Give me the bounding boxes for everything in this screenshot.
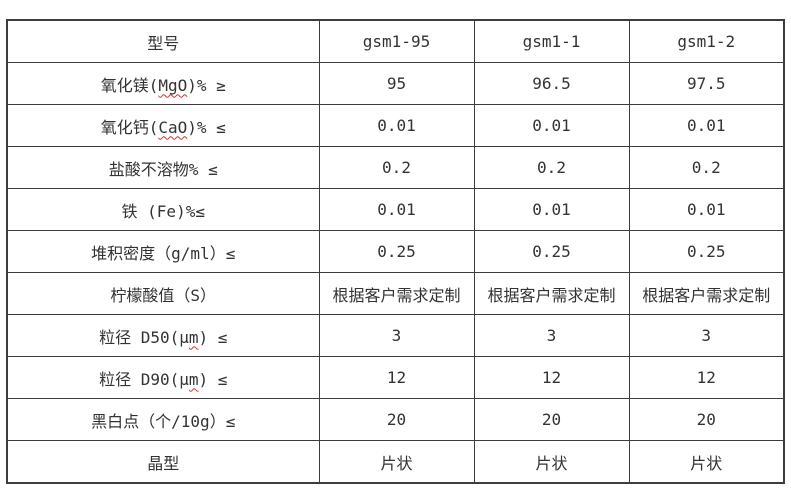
misspelled-term: MgO [158,75,188,95]
model-name-cell: gsm1-1 [473,19,630,63]
value-cell: 0.2 [473,146,630,189]
model-header-cell: 型号 [6,19,320,63]
value-cell: 12 [473,356,630,399]
label-text: ) ≤ [198,327,228,347]
value-cell: 96.5 [473,62,630,105]
value-cell: 0.2 [628,146,785,189]
table-row: 堆积密度（g/ml）≤ 0.25 0.25 0.25 [6,230,785,273]
value-cell: 0.01 [318,104,475,147]
misspelled-term: m [188,327,199,347]
value-cell: 0.25 [473,230,630,273]
value-cell: 0.01 [628,104,785,147]
misspelled-term: m [188,369,199,389]
row-label-cell: 晶型 [6,440,320,484]
label-text: )% ≤ [187,117,226,137]
value-cell: 20 [318,398,475,441]
table-row: 粒径 D90(μm) ≤12 12 12 [6,356,785,399]
label-text: 粒径 D50(μ [99,327,189,347]
table-row: 晶型 片状 片状 片状 [6,440,785,484]
value-cell: 97.5 [628,62,785,105]
value-cell: 3 [473,314,630,357]
value-cell: 根据客户需求定制 [628,272,785,315]
label-text: 铁 (Fe)%≤ [121,201,205,221]
row-label-cell: 堆积密度（g/ml）≤ [6,230,320,273]
label-text: ) ≤ [198,369,228,389]
row-label-cell: 粒径 D50(μm) ≤ [6,314,320,357]
table-row: 盐酸不溶物% ≤0.2 0.2 0.2 [6,146,785,189]
value-cell: 片状 [628,440,785,484]
label-text: 晶型 [147,453,180,473]
label-text: 盐酸不溶物% ≤ [108,159,218,179]
label-text: 粒径 D90(μ [99,369,189,389]
row-label-cell: 氧化镁(MgO)% ≥ [6,62,320,105]
value-cell: 3 [318,314,475,357]
value-cell: 12 [628,356,785,399]
row-label-cell: 氧化钙(CaO)% ≤ [6,104,320,147]
value-cell: 12 [318,356,475,399]
row-label-cell: 铁 (Fe)%≤ [6,188,320,231]
value-cell: 0.01 [473,188,630,231]
value-cell: 95 [318,62,475,105]
value-cell: 3 [628,314,785,357]
value-cell: 0.25 [628,230,785,273]
row-label-cell: 黑白点（个/10g）≤ [6,398,320,441]
row-label-cell: 粒径 D90(μm) ≤ [6,356,320,399]
table-row: 氧化镁(MgO)% ≥95 96.5 97.5 [6,62,785,105]
value-cell: 0.01 [318,188,475,231]
table-row: 粒径 D50(μm) ≤3 3 3 [6,314,785,357]
value-cell: 根据客户需求定制 [473,272,630,315]
label-text: 堆积密度（g/ml）≤ [91,243,236,263]
row-label-cell: 柠檬酸值（S） [6,272,320,315]
table-row: 柠檬酸值（S） 根据客户需求定制 根据客户需求定制 根据客户需求定制 [6,272,785,315]
header-row: 型号 gsm1-95 gsm1-1 gsm1-2 [6,19,785,63]
table-row: 黑白点（个/10g）≤ 20 20 20 [6,398,785,441]
misspelled-term: CaO [158,117,188,137]
label-text: 型号 [147,33,180,53]
row-label-cell: 盐酸不溶物% ≤ [6,146,320,189]
label-text: 氧化钙( [100,117,159,137]
spec-table-body: 型号 gsm1-95 gsm1-1 gsm1-2 氧化镁(MgO)% ≥95 96.5 97… [6,19,785,484]
label-text: 黑白点（个/10g）≤ [91,411,236,431]
value-cell: 0.25 [318,230,475,273]
table-row: 氧化钙(CaO)% ≤0.01 0.01 0.01 [6,104,785,147]
model-name-cell: gsm1-95 [318,19,475,63]
value-cell: 0.01 [473,104,630,147]
value-cell: 20 [473,398,630,441]
value-cell: 片状 [318,440,475,484]
label-text: )% ≥ [187,75,226,95]
value-cell: 20 [628,398,785,441]
value-cell: 片状 [473,440,630,484]
value-cell: 根据客户需求定制 [318,272,475,315]
table-row: 铁 (Fe)%≤ 0.01 0.01 0.01 [6,188,785,231]
value-cell: 0.2 [318,146,475,189]
label-text: 氧化镁( [100,75,159,95]
value-cell: 0.01 [628,188,785,231]
model-name-cell: gsm1-2 [628,19,785,63]
label-text: 柠檬酸值（S） [110,285,217,305]
spec-table: 型号 gsm1-95 gsm1-1 gsm1-2 氧化镁(MgO)% ≥95 96.5 97… [6,19,785,484]
